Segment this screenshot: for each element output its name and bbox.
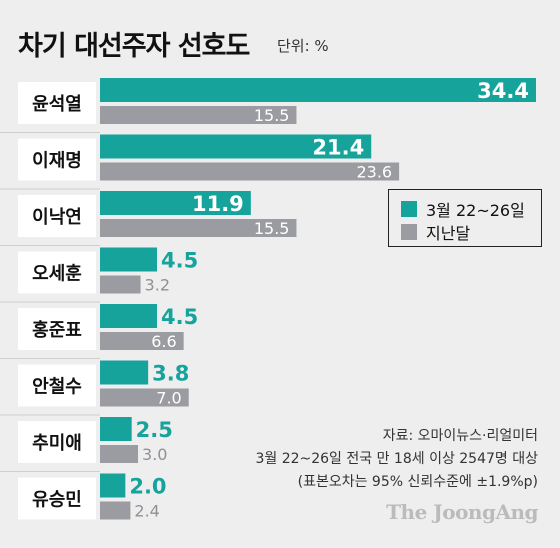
bar-previous [100,445,139,463]
bar-current [100,247,158,272]
category-label-box [18,195,96,237]
bar-current [100,360,149,385]
bar-previous [100,162,400,181]
bar-current [100,78,536,102]
data-label-current: 2.0 [129,475,166,499]
data-label-previous: 6.6 [151,332,176,351]
data-label-current: 4.5 [161,249,198,273]
source-line-3: (표본오차는 95% 신뢰수준에 ±1.9%p) [297,474,538,490]
data-label-previous: 23.6 [356,163,392,182]
legend: 3월 22~26일 지난달 [388,189,542,247]
bar-current [100,134,372,159]
source-note: 자료: 오마이뉴스·리얼미터 3월 22~26일 전국 만 18세 이상 254… [255,425,538,494]
data-label-current: 11.9 [192,192,244,216]
category-label: 추미애 [32,433,82,454]
category-label-box [18,251,96,294]
bar-previous [100,388,189,407]
category-label: 안철수 [32,377,82,398]
bar-current [100,417,132,441]
legend-label-previous: 지난달 [426,224,471,243]
category-label: 오세훈 [32,263,82,285]
bar-current [100,304,158,328]
bar-previous [100,501,131,520]
source-line-2: 3월 22~26일 전국 만 18세 이상 2547명 대상 [255,451,538,467]
legend-item-previous: 지난달 [401,223,471,243]
category-label: 홍준표 [32,319,82,341]
category-label: 윤석열 [32,94,82,115]
data-label-current: 4.5 [161,305,198,329]
bar-previous [100,219,297,237]
category-label-box [18,138,96,181]
bar-current [100,473,126,498]
legend-label-current: 3월 22~26일 [426,201,525,220]
bar-previous [100,106,297,124]
data-label-current: 3.8 [152,362,189,386]
category-label-box [18,421,96,463]
data-label-previous: 2.4 [134,502,159,521]
data-label-current: 2.5 [136,418,173,442]
data-label-previous: 15.5 [254,219,290,238]
data-label-previous: 7.0 [156,389,181,408]
category-label-box [18,364,96,407]
bar-previous [100,332,184,350]
data-label-previous: 3.0 [142,445,167,464]
data-label-previous: 15.5 [254,106,290,125]
category-label: 유승민 [32,490,82,511]
category-label: 이재명 [32,151,82,172]
category-label-box [18,477,96,520]
bar-previous [100,275,141,294]
category-label-box [18,82,96,124]
chart-title: 차기 대선주자 선호도 [18,31,250,62]
category-label-box [18,308,96,350]
legend-swatch-previous [401,224,417,240]
unit-label: 단위: % [277,37,329,55]
data-label-current: 34.4 [477,79,529,103]
bar-current [100,191,251,215]
data-label-current: 21.4 [312,136,364,160]
legend-item-current: 3월 22~26일 [401,200,525,220]
publisher-logo: The JoongAng [386,500,538,524]
legend-swatch-current [401,201,417,217]
category-label: 이낙연 [32,207,82,228]
source-line-1: 자료: 오마이뉴스·리얼미터 [382,428,538,444]
data-label-previous: 3.2 [145,276,170,295]
